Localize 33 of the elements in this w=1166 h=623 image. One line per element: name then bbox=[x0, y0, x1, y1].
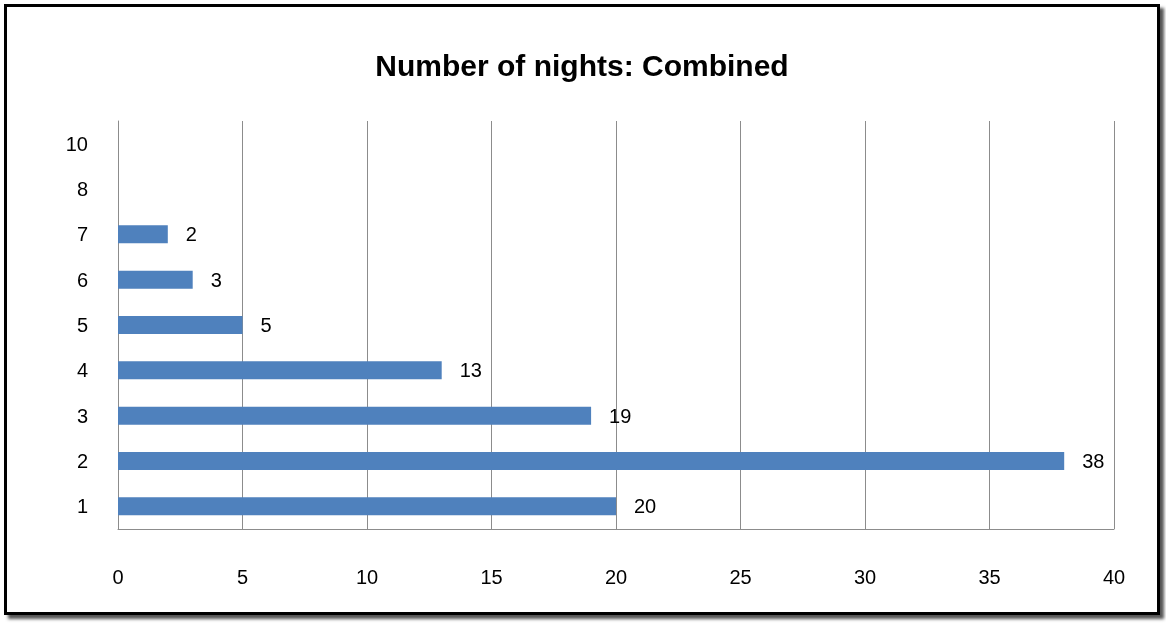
bar bbox=[118, 406, 592, 425]
data-label: 20 bbox=[634, 495, 657, 518]
bar bbox=[118, 316, 243, 334]
x-tick-label: 25 bbox=[729, 566, 752, 588]
chart-title: Number of nights: Combined bbox=[375, 48, 789, 82]
bar bbox=[118, 270, 193, 289]
x-tick-label: 40 bbox=[1102, 566, 1126, 588]
y-tick-label: 4 bbox=[76, 359, 88, 382]
x-tick-label: 20 bbox=[604, 566, 628, 588]
bar bbox=[118, 452, 1065, 470]
y-tick-label: 10 bbox=[65, 132, 88, 155]
y-tick-label: 2 bbox=[76, 450, 88, 472]
y-tick-label: 3 bbox=[76, 404, 88, 427]
data-label: 3 bbox=[210, 268, 222, 291]
bar bbox=[118, 361, 442, 380]
x-tick-label: 35 bbox=[978, 566, 1001, 588]
bar bbox=[118, 225, 168, 244]
bar bbox=[118, 497, 616, 516]
x-tick-label: 15 bbox=[480, 566, 503, 588]
x-tick-label: 10 bbox=[355, 566, 379, 588]
data-label: 19 bbox=[609, 404, 632, 427]
data-label: 2 bbox=[185, 223, 197, 246]
y-tick-label: 5 bbox=[76, 314, 88, 336]
x-tick-label: 5 bbox=[236, 566, 249, 588]
data-label: 38 bbox=[1082, 450, 1105, 472]
y-tick-label: 6 bbox=[76, 268, 88, 291]
data-label: 5 bbox=[260, 314, 272, 336]
data-label: 13 bbox=[459, 359, 482, 382]
y-tick-label: 1 bbox=[76, 495, 88, 518]
y-tick-label: 7 bbox=[76, 223, 88, 246]
y-tick-label: 8 bbox=[76, 178, 88, 200]
x-tick-label: 30 bbox=[853, 566, 877, 588]
x-tick-label: 0 bbox=[112, 566, 124, 588]
